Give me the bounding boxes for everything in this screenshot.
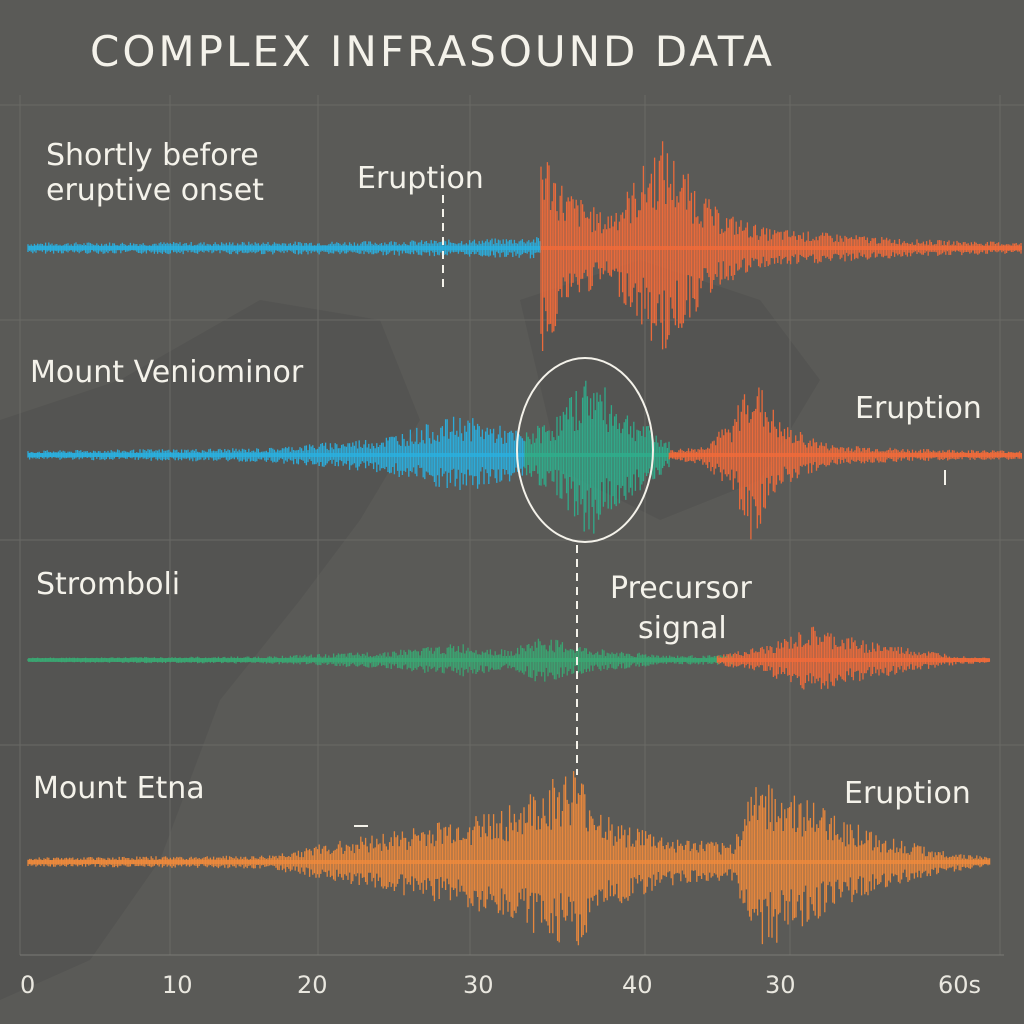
row1-label-line1: Shortly before — [46, 138, 259, 173]
x-tick-label-3: 30 — [463, 971, 494, 999]
row4-label: Mount Etna — [33, 771, 205, 806]
x-tick-label-1: 10 — [162, 971, 193, 999]
precursor-highlight-circle — [516, 357, 654, 543]
waveform-layer — [27, 141, 1022, 946]
row3-precursor-label-line2: signal — [638, 611, 727, 646]
series-3-waveform — [27, 626, 991, 690]
row2-label: Mount Veniominor — [30, 355, 304, 390]
series-1-waveform — [27, 141, 1022, 351]
row1-eruption-label: Eruption — [357, 161, 484, 196]
row2-eruption-label: Eruption — [855, 391, 982, 426]
row3-label: Stromboli — [36, 567, 180, 602]
row1-label-line2: eruptive onset — [46, 173, 264, 208]
grid — [0, 95, 1024, 955]
x-tick-label-2: 20 — [297, 971, 328, 999]
row3-precursor-label-line1: Precursor — [610, 571, 753, 606]
row4-eruption-label: Eruption — [844, 776, 971, 811]
x-tick-label-5: 30 — [765, 971, 796, 999]
series-4-waveform — [27, 771, 991, 946]
chart-title: COMPLEX INFRASOUND DATA — [90, 27, 775, 76]
x-tick-label-6: 60s — [938, 971, 981, 999]
series-2-waveform — [27, 380, 1022, 540]
x-tick-label-0: 0 — [20, 971, 35, 999]
x-tick-label-4: 40 — [622, 971, 653, 999]
